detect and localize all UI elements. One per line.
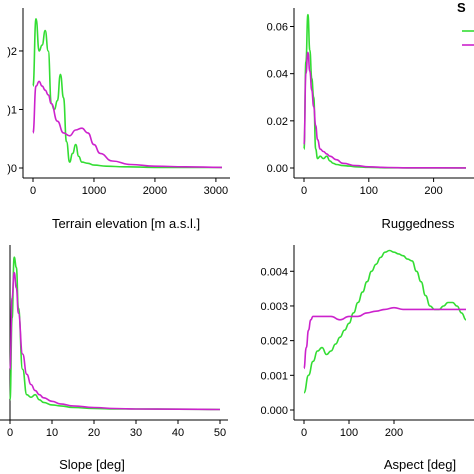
series-line-magenta <box>303 51 467 169</box>
x-axis-title: Ruggedness <box>382 216 455 231</box>
x-tick-label: 200 <box>424 185 442 197</box>
series-line-magenta <box>9 271 221 411</box>
x-axis-title: Aspect [deg] <box>384 457 456 472</box>
y-tick-label: )1 <box>7 104 17 116</box>
legend: S <box>457 0 474 46</box>
y-tick-label: )2 <box>7 46 17 58</box>
x-tick-label: 200 <box>385 427 403 439</box>
x-tick-label: 2000 <box>143 185 167 197</box>
panel-aspect: 0 100 200 0.000 0.001 0.002 0.003 0.004 Aspect [… <box>260 245 474 472</box>
y-tick-label: 0.04 <box>267 69 288 81</box>
x-tick-label: 0 <box>301 427 307 439</box>
y-tick-label: 0.000 <box>260 405 288 417</box>
series-line-green <box>9 256 221 411</box>
legend-title: S <box>457 0 466 15</box>
y-tick-label: 0.001 <box>260 370 288 382</box>
panel-elevation: 0 1000 2000 3000 )0 )1 )2 Terrain elevation [m … <box>7 8 230 231</box>
x-axis-title: Terrain elevation [m a.s.l.] <box>52 216 200 231</box>
y-tick-label: 0.003 <box>260 301 288 313</box>
x-tick-label: 3000 <box>204 185 228 197</box>
x-tick-label: 20 <box>88 427 100 439</box>
y-tick-label: 0.00 <box>267 163 288 175</box>
series-line-green <box>303 13 466 169</box>
x-tick-label: 0 <box>7 427 13 439</box>
y-tick-label: 0.06 <box>267 22 288 34</box>
x-tick-label: 30 <box>130 427 142 439</box>
series-line-green <box>32 18 222 169</box>
y-tick-label: )0 <box>7 163 17 175</box>
x-tick-label: 50 <box>214 427 226 439</box>
y-tick-label: 0.002 <box>260 336 288 348</box>
x-tick-label: 10 <box>46 427 58 439</box>
x-tick-label: 0 <box>301 185 307 197</box>
panel-ruggedness: 0 100 200 0.00 0.02 0.04 0.06 Ruggedness <box>267 8 474 231</box>
x-tick-label: 0 <box>30 185 36 197</box>
series-line-green <box>303 249 467 394</box>
x-axis-title: Slope [deg] <box>59 457 125 472</box>
x-tick-label: 100 <box>360 185 378 197</box>
y-tick-label: 0.004 <box>260 266 288 278</box>
series-line-magenta <box>303 306 466 370</box>
x-tick-label: 40 <box>172 427 184 439</box>
x-tick-label: 1000 <box>82 185 106 197</box>
x-tick-label: 100 <box>340 427 358 439</box>
y-tick-label: 0.02 <box>267 116 288 128</box>
panel-slope: 0 10 20 30 40 50 Slope [deg] <box>0 245 228 472</box>
series-line-magenta <box>32 80 223 169</box>
